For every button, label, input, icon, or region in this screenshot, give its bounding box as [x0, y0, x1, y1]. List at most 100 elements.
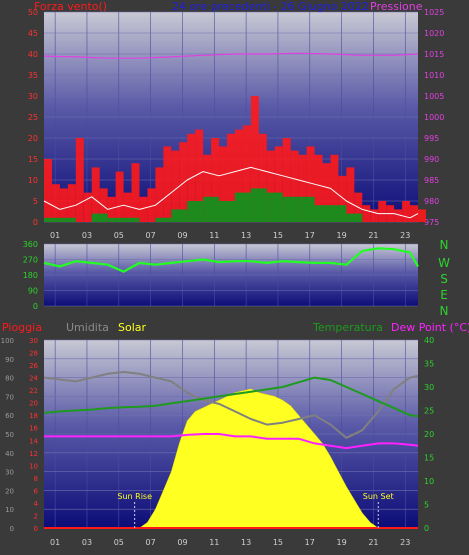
wind-min-bar: [314, 205, 331, 222]
wind-x-tick-label: 17: [305, 231, 315, 240]
pressure-y-tick-label: 1005: [424, 92, 444, 101]
wind-min-bar: [266, 192, 283, 222]
wind-gust-bar: [59, 188, 68, 222]
solar-axis-title: Solar: [118, 321, 147, 334]
sunrise-label: Sun Rise: [117, 492, 152, 501]
direction-y-tick-label: 360: [23, 240, 38, 249]
wind-gust-bar: [99, 188, 108, 222]
pressure-y-tick-label: 980: [424, 197, 439, 206]
wind-y-tick-label: 5: [33, 197, 38, 206]
humidity-y-tick-label: 10: [5, 506, 14, 514]
wind-min-bar: [250, 188, 267, 222]
temperature-series-line: [43, 376, 419, 418]
compass-n-top: N: [439, 238, 449, 252]
rain-y-tick-label: 16: [29, 425, 38, 433]
wind-gust-bar: [211, 138, 220, 222]
humidity-y-tick-label: 50: [5, 431, 14, 439]
wind-y-tick-label: 45: [28, 29, 38, 38]
wind-x-tick-label: 01: [50, 231, 60, 240]
wind-x-tick-label: 19: [337, 231, 347, 240]
wind-gust-bar: [362, 205, 371, 222]
wind-gust-bar: [282, 138, 291, 222]
temperature-y-tick-label: 40: [424, 336, 434, 345]
wind-gust-bar: [155, 167, 164, 222]
wind-y-tick-label: 15: [28, 155, 38, 164]
temperature-y-tick-label: 35: [424, 360, 434, 369]
temperature-y-tick-label: 20: [424, 430, 434, 439]
wind-min-bar: [91, 213, 108, 222]
wind-min-bar: [346, 213, 363, 222]
wind-gust-bar: [266, 150, 275, 222]
wind-min-bar: [155, 217, 172, 222]
pressure-series-line: [43, 52, 419, 59]
wind-min-bar: [123, 217, 140, 222]
climate-x-tick-label: 11: [209, 538, 219, 547]
wind-min-bar: [171, 209, 188, 222]
wind-gust-bar: [338, 175, 347, 222]
direction-y-tick-label: 0: [33, 302, 38, 311]
rain-y-tick-label: 30: [29, 337, 38, 345]
wind-y-tick-label: 25: [28, 113, 38, 122]
wind-avg-series-line: [43, 166, 419, 219]
humidity-y-tick-label: 40: [5, 450, 14, 458]
wind-y-tick-label: 20: [28, 134, 38, 143]
rain-y-tick-label: 4: [34, 500, 39, 508]
wind-gust-bar: [306, 146, 315, 222]
humidity-y-tick-label: 60: [5, 412, 14, 420]
climate-x-tick-label: 07: [146, 538, 156, 547]
wind-min-bar: [203, 196, 220, 222]
humidity-series-line: [43, 371, 419, 439]
pressure-y-tick-label: 990: [424, 155, 439, 164]
wind-gust-bar: [51, 184, 60, 222]
rain-y-tick-label: 22: [29, 387, 38, 395]
rain-y-tick-label: 24: [29, 375, 38, 383]
humidity-y-tick-label: 0: [10, 525, 14, 533]
temperature-axis-title: Temperatura: [313, 321, 383, 334]
dewpoint-series-line: [44, 433, 419, 450]
wind-gust-bar: [370, 209, 379, 222]
direction-y-tick-label: 270: [23, 256, 38, 265]
temperature-y-tick-label: 0: [424, 524, 429, 533]
wind-x-tick-label: 07: [146, 231, 156, 240]
wind-min-bar: [59, 217, 76, 222]
wind-gust-bar: [274, 146, 283, 222]
wind-x-tick-label: 11: [209, 231, 219, 240]
temperature-y-tick-label: 15: [424, 454, 434, 463]
direction-y-tick-label: 180: [23, 271, 38, 280]
wind-min-bar: [330, 205, 347, 222]
climate-x-tick-label: 03: [82, 538, 92, 547]
wind-y-tick-label: 35: [28, 71, 38, 80]
rain-y-tick-label: 6: [34, 487, 39, 495]
wind-gust-bar: [250, 96, 259, 222]
humidity-y-tick-label: 100: [1, 337, 14, 345]
period-title: 24 ore precedenti - 26 Giugno 2022: [172, 0, 369, 13]
wind-gust-bar: [314, 154, 323, 222]
wind-min-bar: [234, 192, 251, 222]
sunset-label: Sun Set: [363, 492, 394, 501]
pressure-y-tick-label: 1000: [424, 113, 444, 122]
wind-min-bar: [219, 201, 235, 222]
wind-gust-bar: [418, 209, 426, 222]
wind-gust-bar: [219, 146, 228, 222]
wind-y-tick-label: 0: [33, 218, 38, 227]
rain-y-tick-label: 8: [34, 475, 38, 483]
wind-gust-bar: [322, 163, 331, 222]
humidity-y-tick-label: 80: [5, 375, 14, 383]
wind-gust-bar: [44, 159, 52, 222]
wind-gust-bar: [330, 154, 339, 222]
compass-s: S: [440, 272, 448, 286]
wind-gust-bar: [346, 167, 355, 222]
temperature-y-tick-label: 10: [424, 477, 434, 486]
wind-min-bar: [44, 217, 60, 222]
compass-n-bottom: N: [439, 304, 449, 318]
temperature-y-tick-label: 25: [424, 407, 434, 416]
wind-gust-bar: [227, 133, 235, 222]
direction-series-line: [43, 247, 419, 273]
wind-gust-bar: [107, 196, 116, 222]
rain-y-tick-label: 10: [29, 462, 38, 470]
wind-gust-bar: [290, 150, 299, 222]
wind-y-tick-label: 50: [28, 8, 38, 17]
wind-gust-bar: [115, 171, 124, 222]
